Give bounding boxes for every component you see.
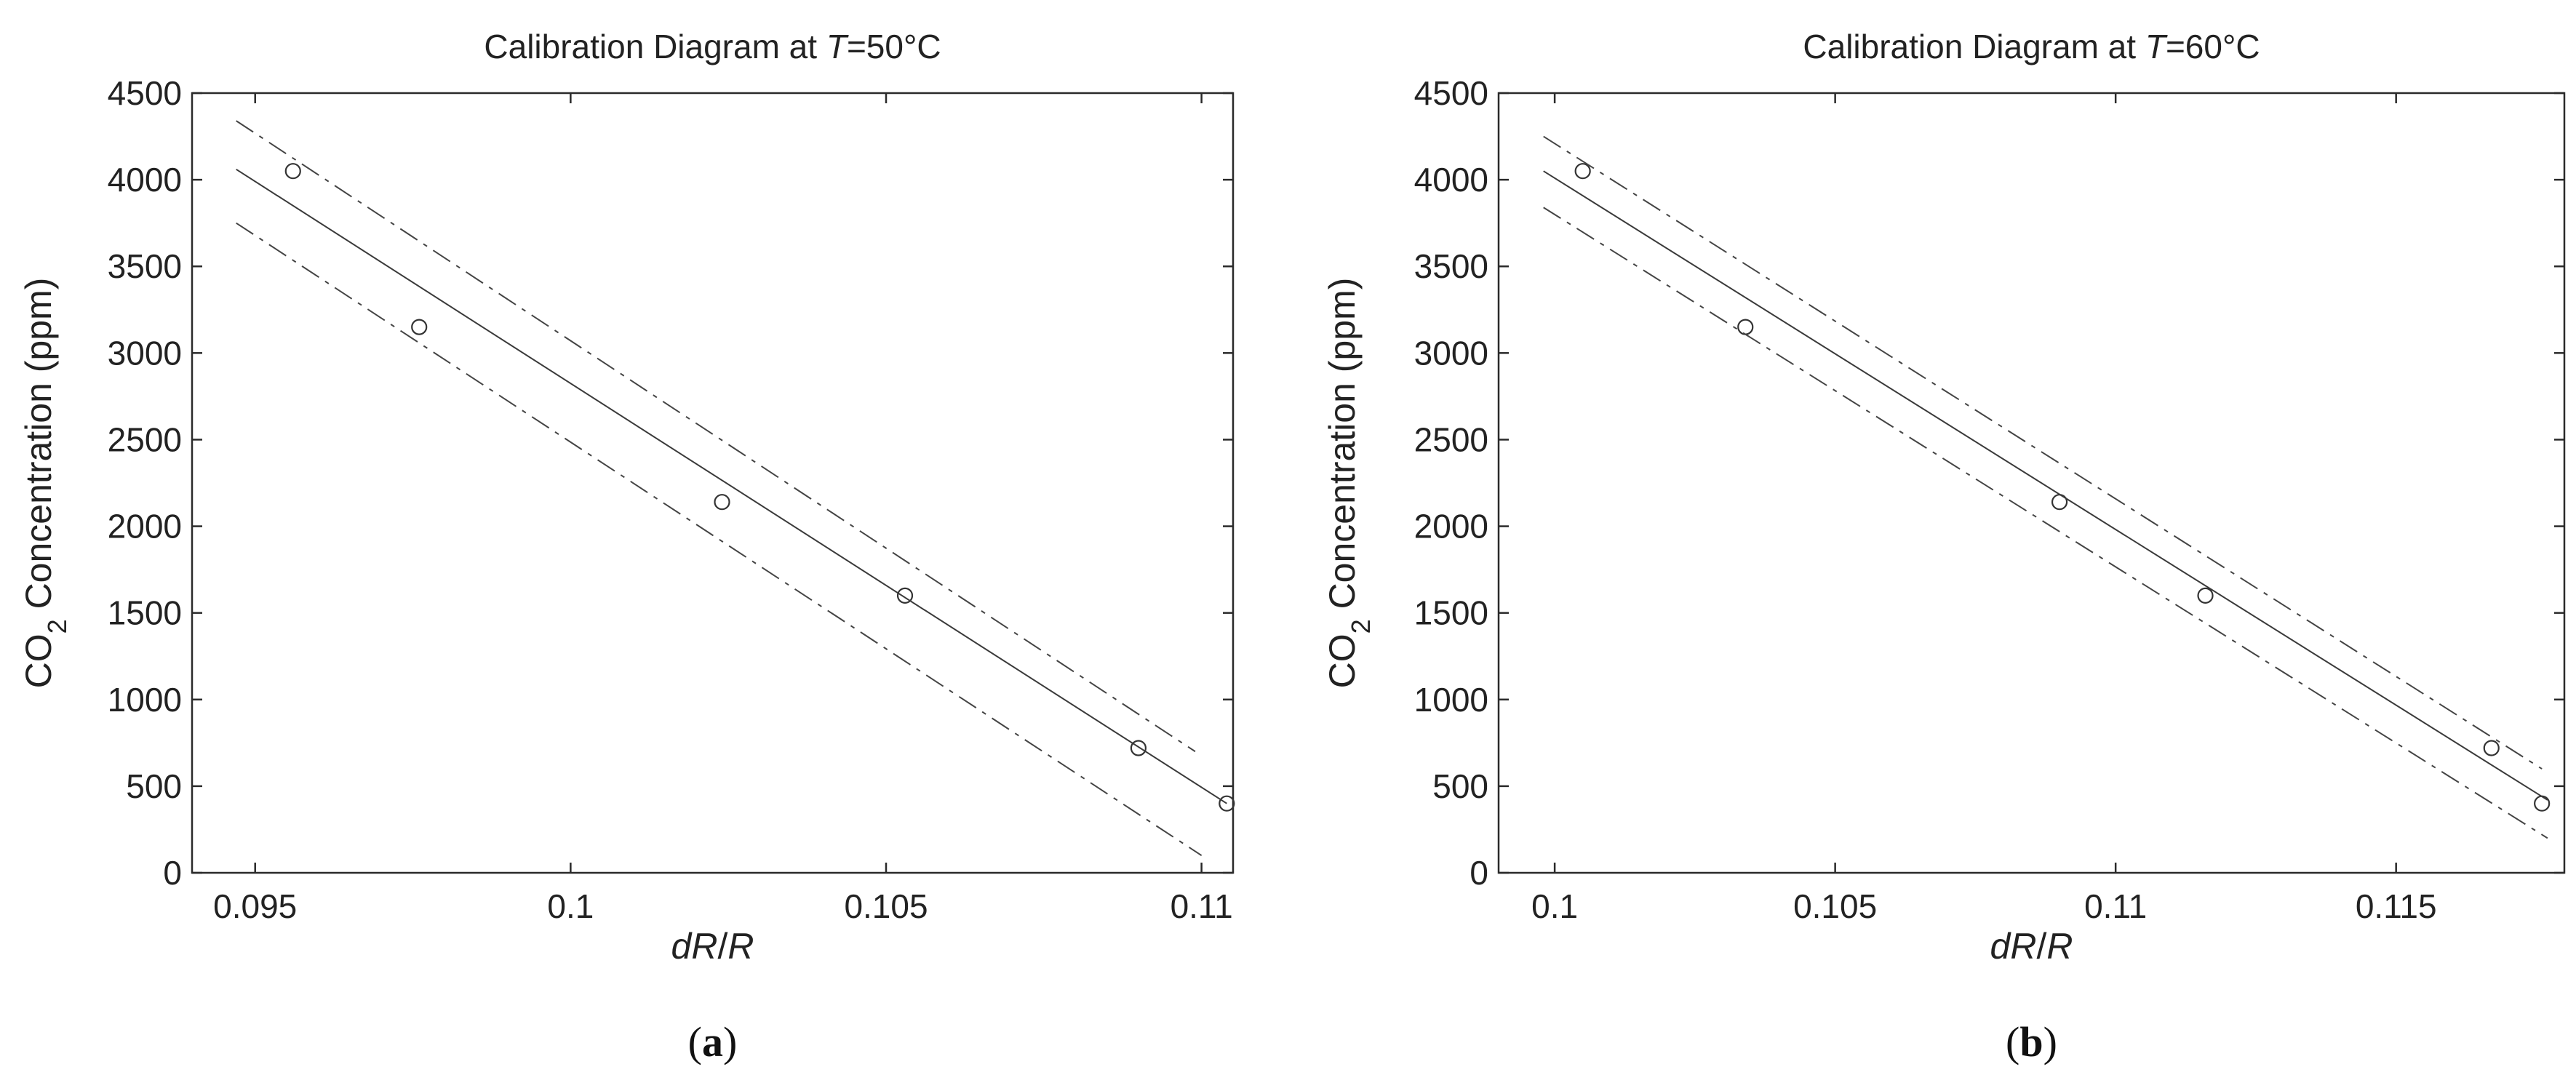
data-point [2197,587,2214,604]
subfigure-label: (b) [2006,1018,2057,1066]
y-axis-label: CO2 Concentration (ppm) [1322,278,1376,689]
y-tick-label: 500 [126,767,182,805]
x-label-denominator: R [2046,926,2073,967]
x-label-numerator: dR [671,926,718,967]
y-tick-label: 2000 [1414,508,1488,546]
x-label-numerator: dR [1990,926,2037,967]
subfigure-letter: b [2019,1018,2043,1066]
y-tick-label: 3500 [108,247,182,285]
data-point [1574,163,1591,180]
y-tick-label: 3000 [1414,334,1488,372]
x-tick-label: 0.095 [213,887,297,925]
y-label-subscript: 2 [42,619,72,634]
y-tick-label: 1000 [1414,681,1488,719]
x-label-denominator: R [727,926,754,967]
y-tick-label: 1500 [108,594,182,632]
regression-line [1543,170,2548,801]
title-suffix: =60°C [2166,28,2260,65]
panel-b: Calibration Diagram at T=60°C 0.1 0.105 0.1… [1322,28,2566,1066]
data-point [1219,795,1235,812]
data-point [284,163,301,180]
data-point [1130,740,1147,756]
plot-area-frame [191,92,1235,874]
title-variable: T [2145,28,2168,65]
y-label-co: CO [1322,634,1363,688]
y-tick-label: 1500 [1414,594,1488,632]
data-point [1737,319,1754,335]
y-tick-label: 2000 [108,508,182,546]
y-tick-label: 4000 [1414,161,1488,199]
confidence-band-line [236,222,1203,857]
plot-area-frame [1497,92,2566,874]
x-label-slash: / [2036,926,2046,967]
regression-line [236,168,1227,804]
y-tick-label: 1000 [108,681,182,719]
confidence-band-line [1543,135,2543,770]
y-label-rest: Concentration (ppm) [1322,278,1363,620]
chart-title: Calibration Diagram at T=60°C [1803,28,2260,65]
title-prefix: Calibration Diagram at [484,28,826,65]
data-point [411,319,428,335]
subfigure-label: (a) [688,1018,738,1066]
x-tick-label: 0.11 [2084,887,2147,925]
subfigure-letter: a [702,1018,723,1066]
data-point [2483,740,2500,756]
y-tick-label: 4500 [1414,74,1488,112]
x-tick-label: 0.115 [2356,887,2437,925]
title-suffix: =50°C [847,28,941,65]
x-tick-label: 0.11 [1171,887,1233,925]
y-label-subscript: 2 [1346,619,1376,634]
x-tick-label: 0.1 [1531,887,1578,925]
x-tick-label: 0.105 [1793,887,1877,925]
y-tick-label: 0 [163,854,182,892]
data-point [896,587,914,604]
y-tick-label: 4500 [108,74,182,112]
chart-title: Calibration Diagram at T=50°C [484,28,941,65]
data-point [2534,795,2551,812]
x-tick-label: 0.105 [844,887,928,925]
x-axis-label: dR/R [1990,926,2073,967]
y-label-rest: Concentration (ppm) [18,278,59,620]
y-label-co: CO [18,634,59,688]
title-variable: T [826,28,849,65]
y-tick-label: 4000 [108,161,182,199]
title-prefix: Calibration Diagram at [1803,28,2145,65]
y-tick-label: 2500 [108,420,182,458]
y-tick-label: 3500 [1414,247,1488,285]
y-tick-label: 500 [1432,767,1488,805]
confidence-band-line [236,120,1196,753]
x-tick-label: 0.1 [547,887,594,925]
x-axis-label: dR/R [671,926,754,967]
x-label-slash: / [717,926,727,967]
panel-a: Calibration Diagram at T=50°C 0.095 0.1 0.1… [18,28,1235,1066]
y-tick-label: 0 [1470,854,1488,892]
y-tick-label: 3000 [108,334,182,372]
y-axis-label: CO2 Concentration (ppm) [18,278,72,689]
y-tick-label: 2500 [1414,420,1488,458]
data-point [714,494,730,511]
confidence-band-line [1543,207,2548,839]
